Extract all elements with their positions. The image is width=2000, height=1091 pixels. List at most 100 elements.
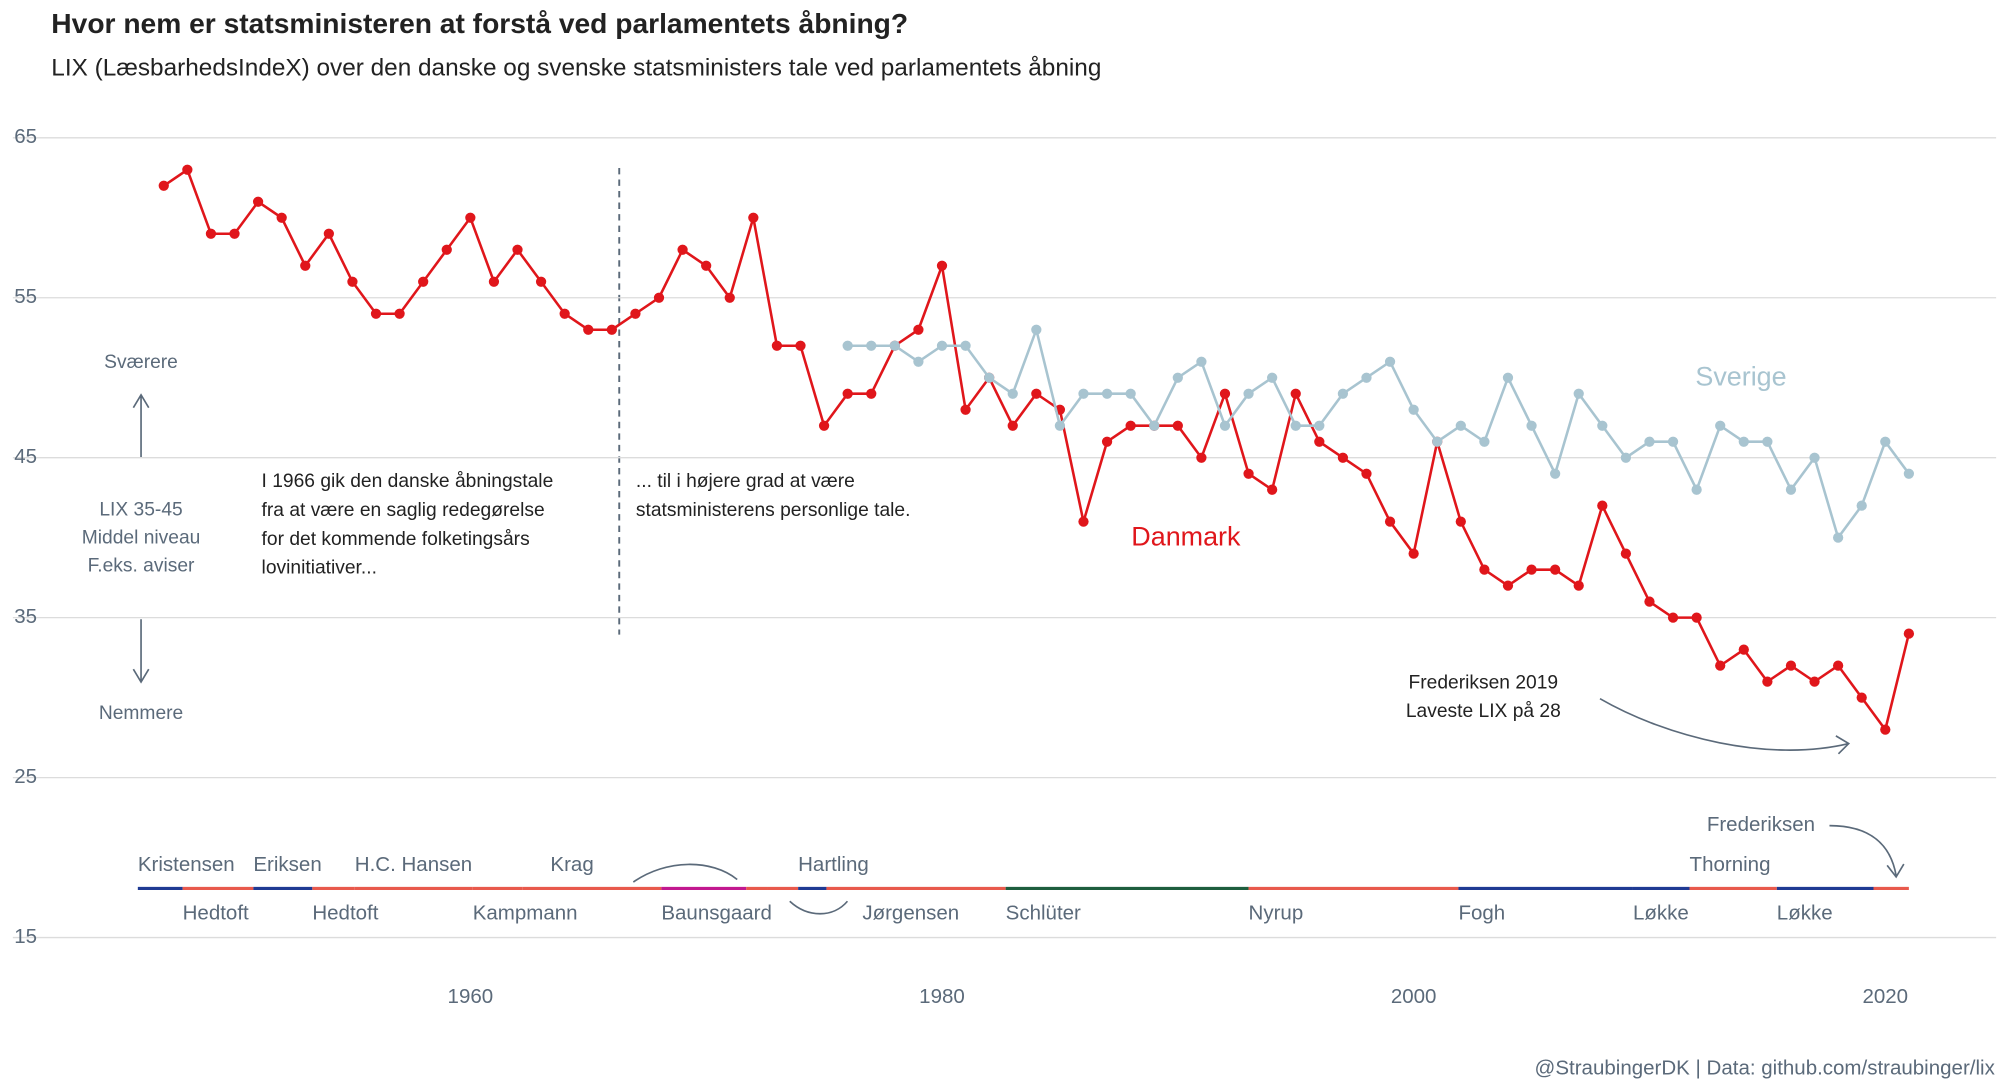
data-point [1762,436,1773,447]
government-label: Thorning [1690,853,1771,876]
data-point [630,308,641,319]
data-point [842,340,853,351]
data-point [1620,452,1632,463]
data-point [1597,420,1608,431]
data-point [1573,580,1584,591]
annotation: lovinitiativer... [262,558,377,579]
data-point [936,340,948,351]
government-label: Fogh [1458,902,1505,925]
caption: @StraubingerDK | Data: github.com/straub… [1535,1057,1996,1080]
government-label: Baunsgaard [661,902,772,925]
data-point [1432,436,1443,447]
data-point [1880,436,1891,447]
data-point [653,292,665,303]
annotation: fra at være en saglig redegørelse [262,500,545,521]
government-label: H.C. Hansen [355,853,472,876]
scale-arrows [132,393,150,684]
data-point [1455,420,1466,431]
annotation-arrow [632,863,738,883]
y-tick-label: 55 [14,285,37,308]
data-point [1550,564,1561,575]
data-point [1101,436,1113,447]
government-label: Jørgensen [862,902,959,925]
data-point [1196,356,1207,367]
chart-subtitle: LIX (LæsbarhedsIndeX) over den danske og… [51,55,1101,82]
data-point [1715,420,1726,431]
data-point [1101,388,1113,399]
data-point [1526,564,1537,575]
government-label: Hartling [798,853,869,876]
data-point [488,276,500,287]
data-point [1479,436,1490,447]
data-point [1007,388,1018,399]
data-point [606,324,617,335]
data-point [1738,436,1749,447]
data-point [960,404,971,415]
data-point [889,340,900,351]
data-point [866,388,877,399]
data-point [1903,628,1915,639]
data-point [1785,484,1797,495]
data-point [1832,660,1844,671]
government-label: Løkke [1777,902,1833,925]
data-point [1809,452,1820,463]
data-point [252,196,264,207]
annotation-arrow [1829,824,1905,879]
data-point [1196,452,1207,463]
data-point [1267,372,1278,383]
data-point [771,340,783,351]
y-tick-label: 25 [14,765,37,788]
data-point [1031,324,1042,335]
data-point [913,356,924,367]
x-tick-label: 2020 [1862,985,1908,1008]
data-point [1597,500,1608,511]
data-point [1644,596,1655,607]
data-point [182,164,193,175]
data-point [1715,660,1726,671]
data-point [229,228,240,239]
data-point [1384,516,1396,527]
government-label: Krag [550,853,593,876]
data-point [1479,564,1490,575]
data-point [1691,484,1702,495]
data-point [1219,420,1231,431]
data-point [936,260,948,271]
government-label: Eriksen [253,853,321,876]
scale-label: Sværere [104,352,178,373]
series-line [847,325,1910,541]
data-point [1125,420,1136,431]
annotation-arrow [1599,697,1851,755]
data-point [1408,404,1419,415]
data-point [441,244,452,255]
data-point [300,260,311,271]
data-point [1243,468,1254,479]
data-point [1785,660,1797,671]
data-point [1172,372,1183,383]
data-point [1290,388,1301,399]
data-point [724,292,735,303]
government-label: Kristensen [138,853,235,876]
data-point [535,276,547,287]
y-tick-label: 45 [14,445,37,468]
x-tick-label: 1980 [919,985,965,1008]
data-point [1007,420,1018,431]
data-point [158,180,169,191]
data-point [1856,500,1867,511]
annotation: I 1966 gik den danske åbningstale [262,471,554,492]
series-label: Danmark [1131,522,1241,552]
data-point [1550,468,1561,479]
data-point [1290,420,1301,431]
data-point [465,212,476,223]
data-point [205,228,217,239]
data-point [1337,452,1349,463]
data-point [1408,548,1419,559]
annotation: Laveste LIX på 28 [1406,701,1561,722]
y-tick-label: 65 [14,125,37,148]
y-tick-label: 35 [14,605,37,628]
data-point [1880,724,1891,735]
data-point [276,212,287,223]
scale-label: F.eks. aviser [88,556,195,577]
data-point [559,308,570,319]
